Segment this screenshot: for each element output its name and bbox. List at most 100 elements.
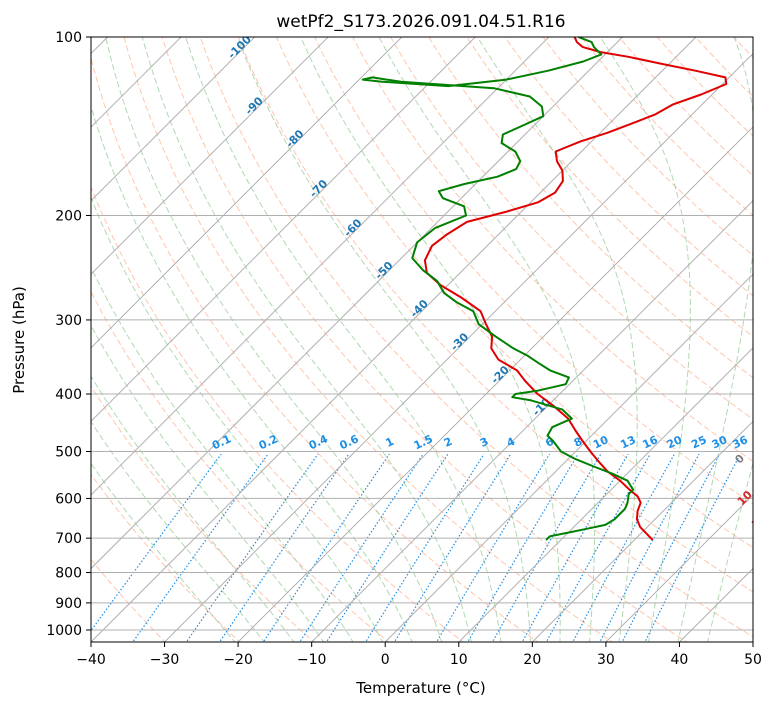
x-tick-label: 10: [450, 652, 468, 668]
isotherm-gridline: [91, 37, 624, 570]
x-axis-label: Temperature (°C): [355, 679, 485, 697]
moist-adiabat-line: [105, 37, 443, 642]
dry-adiabat-line: [656, 37, 753, 137]
moist-adiabat-line: [236, 37, 531, 642]
dry-adiabat-line: [428, 37, 753, 379]
moist-adiabat-label: 0: [732, 452, 747, 467]
dry-adiabat-line: [199, 37, 753, 638]
x-tick-label: 20: [523, 652, 541, 668]
dry-adiabat-line: [91, 290, 390, 642]
x-axis-ticks: −40 −30 −20 −10 0 10 20 30 40 50: [76, 642, 762, 668]
x-tick-label: 40: [671, 652, 689, 668]
dry-adiabat-line: [275, 37, 753, 549]
dry-adiabat-line: [504, 37, 753, 297]
mixing-ratio-line: [325, 453, 449, 642]
y-tick-label: 900: [55, 596, 82, 612]
y-tick-label: 600: [55, 491, 82, 507]
mixing-ratio-lines: [91, 453, 741, 642]
isotherm-gridline: [91, 37, 403, 349]
moist-adiabat-label: 20: [749, 510, 769, 530]
dry-adiabat-line: [313, 37, 753, 505]
sounding-profiles: [361, 37, 728, 541]
temperature-profile-line: [423, 37, 728, 541]
mixing-ratio-label: 36: [731, 433, 751, 451]
x-tick-label: 30: [597, 652, 615, 668]
y-tick-label: 100: [55, 30, 82, 46]
dry-adiabat-line: [542, 37, 753, 257]
mixing-ratio-line: [364, 453, 485, 642]
moist-adiabats: [91, 37, 753, 642]
mixing-ratio-label: 25: [689, 433, 708, 451]
mixing-ratio-label: 30: [710, 433, 730, 451]
plot-area: 0.1 0.2 0.4 0.6 1 1.5 2 3 4 6 8 10 13 16 20 25 30 36-100-…: [91, 26, 775, 644]
isotherm-gridline: [752, 641, 753, 642]
mixing-ratio-label: 0.4: [307, 432, 330, 452]
dry-adiabat-line: [580, 37, 753, 217]
isotherm-gridline: [91, 37, 697, 642]
isotherm-gridline: [163, 52, 753, 642]
isotherm-gridline: [91, 37, 550, 496]
x-tick-label: −10: [297, 652, 327, 668]
dry-adiabat-line: [618, 37, 753, 177]
mixing-ratio-line: [599, 453, 700, 642]
isotherm-gridline: [91, 37, 329, 275]
isotherm-gridline: [678, 567, 753, 642]
grid-lines: [91, 37, 753, 642]
dewpoint-profile-line: [361, 37, 635, 541]
isotherm-gridline: [605, 494, 753, 642]
moist-adiabat-line: [91, 375, 295, 642]
dry-adiabat-line: [761, 26, 775, 644]
y-tick-label: 200: [55, 209, 82, 225]
isotherm-label: -30: [448, 330, 471, 353]
dry-adiabat-line: [732, 37, 753, 58]
y-tick-label: 700: [55, 531, 82, 547]
dry-adiabats: [91, 26, 775, 644]
isotherm-label: -10: [530, 395, 553, 418]
isotherm-label: -80: [283, 127, 306, 150]
dry-adiabat-line: [91, 473, 241, 642]
isotherm-gridline: [310, 199, 753, 642]
chart-title: wetPf2_S173.2026.091.04.51.R16: [276, 12, 565, 32]
mixing-ratio-label: 16: [641, 433, 661, 451]
mixing-ratio-label: 13: [618, 433, 637, 451]
mixing-ratio-label: 3: [478, 435, 490, 450]
mixing-ratio-line: [621, 453, 721, 642]
x-tick-label: −30: [150, 652, 180, 668]
moist-adiabat-line: [185, 37, 502, 642]
mixing-ratio-line: [545, 453, 651, 642]
y-tick-label: 500: [55, 444, 82, 460]
dry-adiabat-line: [466, 37, 753, 338]
x-tick-label: −20: [223, 652, 253, 668]
mixing-ratio-line: [491, 453, 602, 642]
mixing-ratio-line: [393, 453, 512, 642]
moist-adiabat-label: 30: [764, 533, 775, 553]
mixing-ratio-line: [185, 453, 319, 642]
moist-adiabat-line: [300, 37, 561, 642]
dry-adiabat-line: [123, 37, 614, 642]
x-tick-label: 0: [381, 652, 390, 668]
dry-adiabat-line: [390, 37, 753, 420]
moist-adiabat-line: [91, 196, 384, 642]
moist-adiabat-line: [378, 37, 596, 642]
y-tick-label: 1000: [46, 623, 82, 639]
mixing-ratio-label: 20: [665, 433, 685, 451]
moist-adiabat-line: [91, 266, 354, 642]
mixing-ratio-label: 0.2: [257, 432, 280, 452]
plot-frame: [90, 36, 754, 643]
mixing-ratio-label: 1: [384, 435, 396, 450]
y-tick-label: 300: [55, 313, 82, 329]
x-tick-label: 50: [744, 652, 762, 668]
dry-adiabat-line: [91, 385, 315, 642]
mixing-ratio-line: [132, 453, 269, 642]
mixing-ratio-line: [467, 453, 579, 642]
x-tick-label: −40: [76, 652, 106, 668]
mixing-ratio-line: [262, 453, 390, 642]
moist-adiabat-label: 10: [735, 488, 755, 508]
isotherm-gridline: [458, 347, 753, 642]
isotherm-label: -70: [307, 177, 330, 200]
dry-adiabat-line: [352, 37, 753, 463]
isotherm-gridline: [531, 420, 753, 642]
mixing-ratio-line: [218, 453, 350, 642]
isotherm-gridline: [91, 37, 256, 202]
mixing-ratio-label: 10: [591, 433, 611, 451]
